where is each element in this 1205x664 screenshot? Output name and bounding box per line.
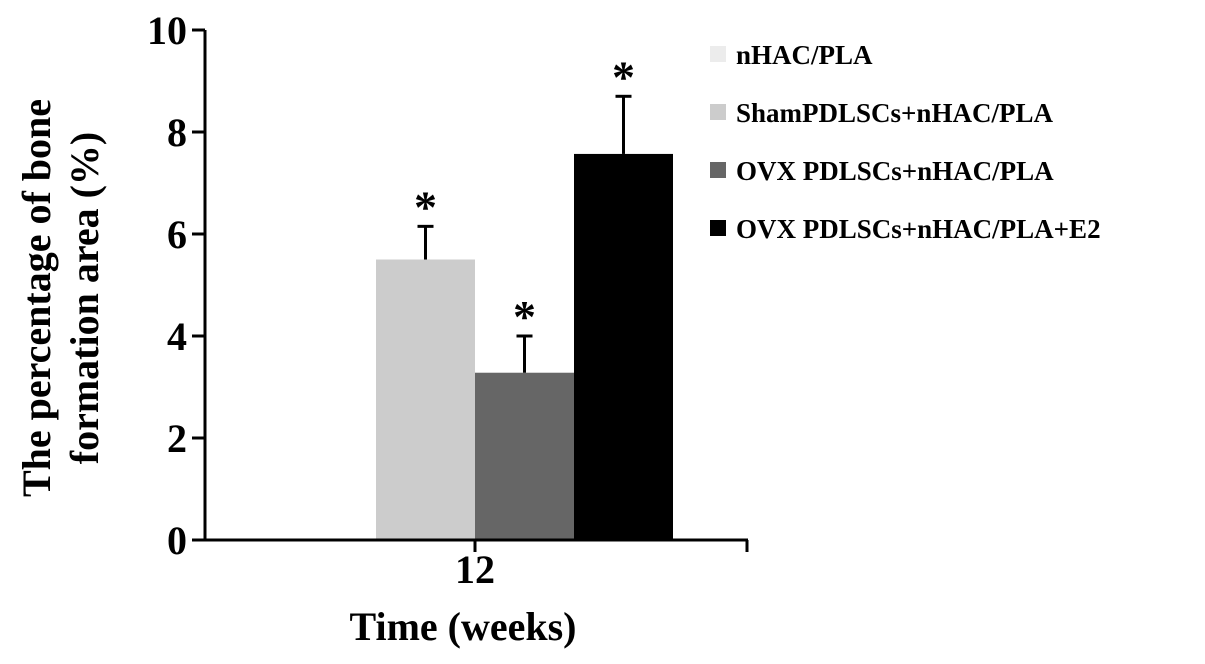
- x-axis-title: Time (weeks): [350, 604, 577, 649]
- y-axis-title-line-1: The percentage of bone: [14, 99, 59, 497]
- bar-series-1: [376, 259, 475, 540]
- x-tick-label: 12: [455, 547, 495, 592]
- y-tick-label: 8: [167, 110, 187, 155]
- y-ticks-layer: 0 2 4 6 8 10: [147, 8, 205, 563]
- bar-series-2: [475, 372, 574, 540]
- y-axis-title: The percentage of bone formation area (%…: [14, 99, 107, 497]
- y-axis-title-line-2: formation area (%): [62, 132, 107, 465]
- legend-label-series-2: OVX PDLSCs+nHAC/PLA: [736, 156, 1054, 186]
- legend-label-series-0: nHAC/PLA: [736, 40, 873, 70]
- legend-swatch-series-0: [710, 46, 726, 62]
- significance-star-series-1: *: [414, 181, 437, 232]
- legend-label-series-3: OVX PDLSCs+nHAC/PLA+E2: [736, 214, 1101, 244]
- x-ticks-layer: 12: [455, 540, 749, 592]
- significance-star-series-2: *: [513, 291, 536, 342]
- legend-swatch-series-1: [710, 104, 726, 120]
- y-tick-label: 2: [167, 416, 187, 461]
- bars-layer: * * *: [376, 51, 673, 540]
- y-tick-label: 4: [167, 314, 187, 359]
- significance-star-series-3: *: [612, 51, 635, 102]
- legend: nHAC/PLA ShamPDLSCs+nHAC/PLA OVX PDLSCs+nH…: [710, 40, 1101, 244]
- y-tick-label: 0: [167, 518, 187, 563]
- legend-label-series-1: ShamPDLSCs+nHAC/PLA: [736, 98, 1053, 128]
- legend-swatch-series-2: [710, 162, 726, 178]
- legend-swatch-series-3: [710, 220, 726, 236]
- bar-series-3: [574, 153, 673, 540]
- y-tick-label: 6: [167, 212, 187, 257]
- y-tick-label: 10: [147, 8, 187, 53]
